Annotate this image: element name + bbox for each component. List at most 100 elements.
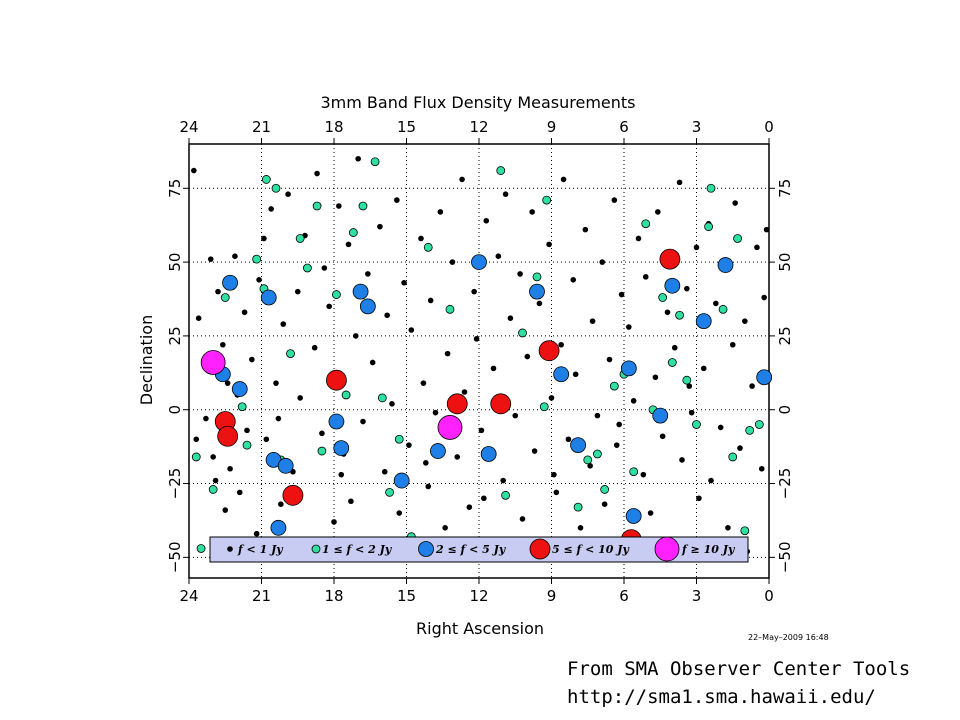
credit-line-2[interactable]: http://sma1.sma.hawaii.edu/ bbox=[567, 686, 876, 708]
weak-source-point bbox=[606, 356, 613, 363]
weak-source-point bbox=[500, 477, 506, 484]
weak-source-point bbox=[360, 418, 366, 425]
weak-source-point bbox=[427, 297, 434, 304]
weak-source-point bbox=[553, 489, 560, 496]
source-point-1-2jy bbox=[754, 420, 764, 429]
weak-source-point bbox=[420, 380, 427, 386]
source-point-1-2jy bbox=[423, 242, 433, 252]
source-point-2-5jy bbox=[529, 283, 545, 300]
weak-source-point bbox=[191, 167, 197, 174]
weak-source-point bbox=[671, 344, 678, 351]
weak-source-point bbox=[352, 333, 359, 339]
y-tick-label-right: 50 bbox=[776, 253, 794, 272]
weak-source-point bbox=[207, 256, 214, 262]
source-point-1-2jy bbox=[728, 452, 738, 462]
weak-source-point bbox=[717, 424, 724, 431]
source-point-1-2jy bbox=[341, 390, 351, 400]
weak-source-point bbox=[389, 401, 395, 407]
weak-source-point bbox=[432, 409, 439, 416]
weak-source-point bbox=[381, 468, 388, 475]
weak-source-point bbox=[461, 389, 468, 395]
source-point-5-10jy bbox=[217, 425, 239, 447]
source-point-1-2jy bbox=[252, 254, 262, 264]
weak-source-point bbox=[626, 324, 632, 330]
source-point-5-10jy bbox=[446, 393, 468, 415]
weak-source-point bbox=[212, 477, 219, 484]
y-tick-label-left: 25 bbox=[166, 326, 184, 345]
weak-source-point bbox=[652, 374, 659, 381]
weak-source-point bbox=[241, 309, 248, 316]
weak-source-point bbox=[244, 427, 250, 434]
weak-source-point bbox=[268, 206, 274, 212]
source-point-1-2jy bbox=[745, 425, 755, 435]
weak-source-point bbox=[761, 294, 767, 301]
weak-source-point bbox=[558, 341, 564, 348]
weak-source-point bbox=[664, 309, 671, 316]
weak-source-point bbox=[394, 197, 400, 203]
weak-source-point bbox=[437, 209, 444, 215]
weak-source-point bbox=[700, 365, 707, 372]
weak-source-point bbox=[732, 200, 738, 206]
source-point-1-2jy bbox=[348, 228, 358, 237]
weak-source-point bbox=[449, 259, 456, 265]
source-point-5-10jy bbox=[659, 248, 681, 270]
weak-source-point bbox=[321, 265, 328, 271]
weak-source-point bbox=[507, 315, 514, 321]
weak-source-point bbox=[454, 454, 461, 460]
credit-line-1: From SMA Observer Center Tools bbox=[567, 658, 911, 680]
weak-source-point bbox=[560, 176, 567, 183]
weak-source-point bbox=[481, 495, 487, 502]
source-point-1-2jy bbox=[675, 310, 684, 320]
source-point-1-2jy bbox=[242, 440, 252, 450]
weak-source-point bbox=[696, 495, 702, 502]
weak-source-point bbox=[548, 395, 555, 401]
x-tick-label-top: 3 bbox=[692, 118, 702, 136]
weak-source-point bbox=[442, 525, 448, 531]
source-point-2-5jy bbox=[352, 283, 369, 300]
x-tick-label-bottom: 24 bbox=[179, 587, 198, 605]
weak-source-point bbox=[495, 253, 502, 259]
weak-source-point bbox=[630, 398, 637, 404]
legend-label: 2 ≤ f < 5 Jy bbox=[435, 543, 507, 556]
axis-ticks: 24 24 21 21 18 18 15 15 12 12 9 9 6 6 3 3 0 0 75 75 50 50 25 25… bbox=[166, 118, 794, 605]
weak-source-point bbox=[236, 489, 243, 496]
x-axis-title: Right Ascension bbox=[416, 619, 544, 638]
weak-source-point bbox=[471, 288, 477, 295]
source-point-1-2jy bbox=[358, 201, 368, 211]
weak-source-point bbox=[551, 471, 557, 478]
source-point-2-5jy bbox=[260, 289, 277, 306]
source-point-1-2jy bbox=[370, 157, 380, 167]
weak-source-point bbox=[517, 271, 523, 277]
weak-source-point bbox=[483, 217, 490, 224]
weak-source-point bbox=[220, 341, 226, 348]
weak-source-point bbox=[222, 507, 229, 513]
source-point-1-2jy bbox=[295, 234, 305, 243]
legend-label: f < 1 Jy bbox=[237, 543, 284, 556]
y-tick-label-right: −50 bbox=[776, 542, 794, 574]
source-point-2-5jy bbox=[570, 437, 586, 454]
source-point-1-2jy bbox=[496, 166, 506, 175]
timestamp: 22–May–2009 16:48 bbox=[748, 633, 829, 642]
x-tick-label-bottom: 0 bbox=[764, 587, 774, 605]
weak-source-point bbox=[193, 436, 200, 443]
weak-source-point bbox=[531, 448, 538, 454]
weak-source-point bbox=[278, 501, 284, 507]
x-tick-label-bottom: 6 bbox=[619, 587, 629, 605]
x-tick-label-top: 6 bbox=[619, 118, 629, 136]
source-point-1-2jy bbox=[377, 393, 387, 403]
y-tick-label-left: −50 bbox=[166, 542, 184, 574]
weak-source-point bbox=[601, 501, 608, 507]
weak-source-point bbox=[331, 519, 337, 525]
legend-label: 5 ≤ f < 10 Jy bbox=[552, 543, 630, 556]
weak-source-point bbox=[418, 235, 424, 242]
weak-source-point bbox=[195, 315, 202, 321]
weak-source-point bbox=[425, 483, 432, 490]
source-point-2-5jy bbox=[430, 443, 446, 459]
weak-source-point bbox=[369, 359, 376, 366]
source-point-1-2jy bbox=[220, 293, 230, 302]
legend: f < 1 Jy 1 ≤ f < 2 Jy 2 ≤ f < 5 Jy 5 ≤ f < … bbox=[209, 536, 749, 563]
source-point-1-2jy bbox=[539, 402, 549, 412]
source-point-1-2jy bbox=[573, 502, 583, 512]
y-tick-label-right: 75 bbox=[776, 179, 794, 198]
